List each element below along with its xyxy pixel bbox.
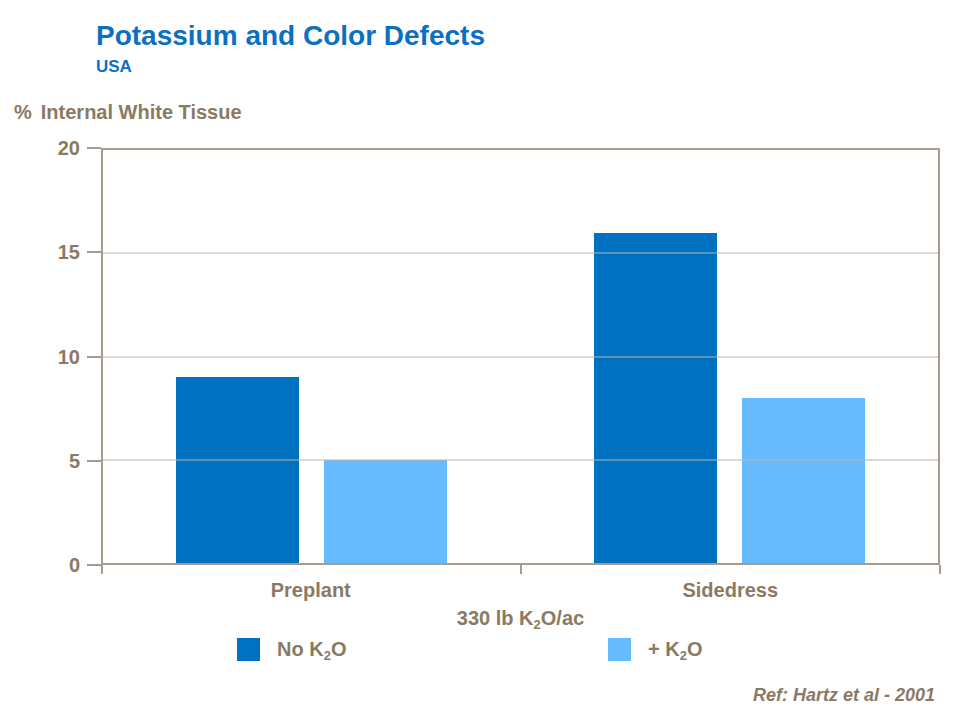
legend-item-no-k2o: No K2O <box>237 638 346 661</box>
y-tick-mark <box>87 356 101 358</box>
bar <box>324 460 447 563</box>
y-tick-mark <box>87 564 101 566</box>
category-labels: PreplantSidedress <box>101 579 940 602</box>
y-tick-label: 15 <box>0 242 80 262</box>
chart-subtitle: USA <box>96 57 132 77</box>
y-tick-label: 5 <box>0 451 80 471</box>
category-label: Preplant <box>101 579 521 602</box>
x-tick-mark <box>101 565 103 574</box>
gridline <box>103 459 938 460</box>
chart-title: Potassium and Color Defects <box>96 20 485 52</box>
y-tick-mark <box>87 460 101 462</box>
gridline <box>103 253 938 254</box>
plot-area <box>101 148 940 565</box>
y-tick-mark <box>87 147 101 149</box>
x-tick-mark <box>939 565 941 574</box>
bar <box>594 233 717 563</box>
x-axis-title-sub: 2 <box>534 617 541 632</box>
legend-swatch-dark-blue <box>237 638 260 661</box>
x-axis-title: 330 lb K2O/ac <box>101 607 940 630</box>
x-axis-title-pre: 330 lb K <box>457 607 534 629</box>
slide: Potassium and Color Defects USA % Interna… <box>0 0 960 720</box>
bar <box>176 377 299 563</box>
y-tick-label: 10 <box>0 347 80 367</box>
legend-item-plus-k2o: + K2O <box>608 638 702 661</box>
y-tick-label: 20 <box>0 138 80 158</box>
bar <box>742 398 865 563</box>
y-axis-title-text: Internal White Tissue <box>41 101 242 123</box>
x-axis-title-post: O/ac <box>541 607 584 629</box>
y-tick-label: 0 <box>0 555 80 575</box>
category-label: Sidedress <box>521 579 941 602</box>
reference-text: Ref: Hartz et al - 2001 <box>753 685 935 706</box>
x-axis <box>101 565 940 574</box>
gridline <box>103 356 938 357</box>
legend-label: + K2O <box>648 638 702 661</box>
legend-label: No K2O <box>277 638 346 661</box>
percent-symbol: % <box>14 101 32 123</box>
legend-swatch-light-blue <box>608 638 631 661</box>
y-axis: 05101520 <box>0 148 101 565</box>
x-tick-mark <box>520 565 522 574</box>
y-axis-title: % Internal White Tissue <box>14 101 242 124</box>
y-tick-mark <box>87 251 101 253</box>
